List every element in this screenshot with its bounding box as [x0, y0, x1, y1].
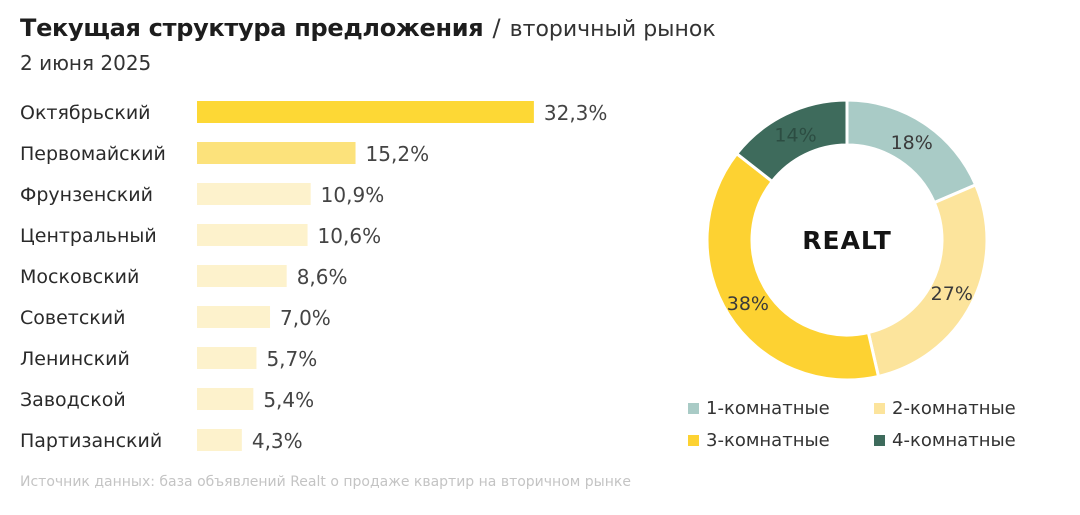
data-source-note: Источник данных: база объявлений Realt о…: [20, 474, 631, 490]
bar-value-label: 5,7%: [266, 347, 317, 371]
legend-item: 2-комнатные: [874, 398, 1016, 419]
bar-category-label: Ленинский: [20, 348, 130, 370]
bar-category-label: Первомайский: [20, 143, 166, 165]
legend-item: 4-комнатные: [874, 430, 1016, 451]
bar-value-label: 4,3%: [252, 429, 303, 453]
room-donut-chart: 18% 27% 38% 14% REALT: [705, 98, 989, 382]
realt-logo: REALT: [802, 226, 892, 255]
legend-swatch: [688, 403, 699, 414]
legend-label: 1-комнатные: [706, 398, 830, 419]
bar: [197, 142, 356, 164]
bar: [197, 265, 287, 287]
title-separator: /: [492, 14, 501, 42]
chart-title-row: Текущая структура предложения / вторичны…: [20, 14, 716, 42]
bar-category-label: Центральный: [20, 225, 157, 247]
bar: [197, 347, 257, 369]
legend-label: 4-комнатные: [892, 430, 1016, 451]
legend-label: 2-комнатные: [892, 398, 1016, 419]
donut-slice-label: 38%: [727, 293, 769, 315]
bar: [197, 306, 271, 328]
bar-category-label: Советский: [20, 307, 125, 329]
bar-value-label: 10,6%: [318, 224, 382, 248]
chart-subtitle: вторичный рынок: [509, 17, 716, 42]
donut-slice-label: 14%: [774, 124, 816, 146]
district-bar-chart: Октябрьский 32,3% Первомайский 15,2% Фрунзен…: [20, 101, 608, 453]
bar-value-label: 7,0%: [280, 306, 331, 330]
donut-slice-label: 18%: [891, 132, 933, 154]
legend-swatch: [688, 435, 699, 446]
bar-category-label: Фрунзенский: [20, 184, 153, 206]
chart-title: Текущая структура предложения: [20, 14, 484, 42]
bar: [197, 224, 308, 246]
donut-slice: [705, 151, 881, 382]
donut-slice: [734, 98, 849, 184]
bar-value-label: 10,9%: [321, 183, 385, 207]
legend-item: 1-комнатные: [688, 398, 830, 419]
bar-category-label: Заводской: [20, 389, 126, 411]
bar-value-label: 32,3%: [544, 101, 608, 125]
chart-date: 2 июня 2025: [20, 51, 152, 75]
bar-category-label: Московский: [20, 266, 139, 288]
legend-swatch: [874, 403, 885, 414]
bar: [197, 388, 254, 410]
bar-value-label: 15,2%: [366, 142, 430, 166]
bar: [197, 183, 311, 205]
bar-value-label: 5,4%: [263, 388, 314, 412]
bar: [197, 101, 534, 123]
bar-category-label: Партизанский: [20, 430, 162, 452]
bar: [197, 429, 242, 451]
legend-swatch: [874, 435, 885, 446]
donut-slice: [866, 182, 989, 379]
legend-label: 3-комнатные: [706, 430, 830, 451]
bar-category-label: Октябрьский: [20, 102, 151, 124]
legend-item: 3-комнатные: [688, 430, 830, 451]
bar-value-label: 8,6%: [297, 265, 348, 289]
donut-slice-label: 27%: [931, 283, 973, 305]
